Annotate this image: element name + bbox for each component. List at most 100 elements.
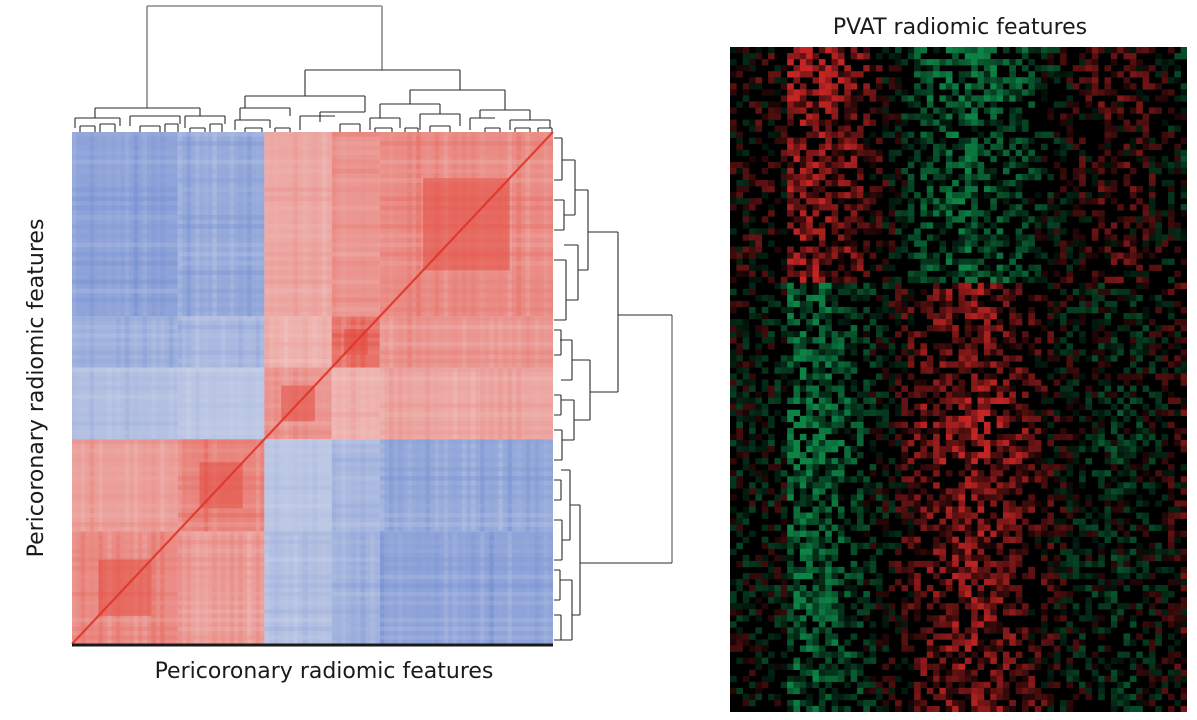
pvat-cell [996, 391, 1004, 398]
pvat-cell [1174, 572, 1181, 580]
correlation-texture-stripe [331, 476, 380, 481]
correlation-texture-stripe [507, 367, 512, 440]
pvat-cell [990, 89, 997, 96]
pvat-cell [850, 137, 858, 145]
pvat-cell [990, 397, 997, 404]
pvat-cell [1072, 609, 1080, 616]
pvat-cell [780, 264, 788, 271]
pvat-cell [1053, 657, 1061, 664]
correlation-texture-stripe [177, 178, 265, 183]
pvat-cell [1161, 325, 1169, 332]
pvat-cell [1167, 313, 1175, 320]
pvat-cell [863, 542, 870, 550]
pvat-cell [907, 681, 915, 689]
pvat-cell [793, 585, 801, 592]
pvat-cell [1041, 506, 1048, 513]
pvat-cell [983, 167, 991, 175]
pvat-cell [1110, 89, 1118, 96]
pvat-cell [1104, 439, 1112, 447]
pvat-cell [856, 415, 864, 423]
pvat-cell [812, 391, 820, 398]
pvat-cell [1161, 240, 1169, 247]
pvat-cell [1142, 228, 1150, 235]
pvat-cell [933, 294, 940, 302]
pvat-cell [895, 294, 902, 302]
pvat-cell [742, 325, 750, 332]
pvat-cell [1060, 186, 1067, 193]
pvat-cell [990, 65, 997, 72]
pvat-cell [1021, 331, 1029, 338]
pvat-cell [761, 482, 769, 489]
pvat-cell [914, 615, 921, 622]
pvat-cell [1123, 149, 1131, 157]
pvat-cell [1129, 107, 1137, 114]
pvat-cell [799, 482, 807, 489]
pvat-cell [952, 633, 959, 640]
pvat-cell [920, 681, 928, 689]
pvat-cell [742, 675, 750, 683]
pvat-cell [914, 113, 921, 120]
pvat-cell [914, 403, 921, 411]
pvat-cell [1085, 77, 1093, 84]
pvat-cell [1117, 506, 1124, 513]
pvat-cell [895, 464, 902, 471]
correlation-texture-stripe [186, 132, 191, 317]
pvat-cell [850, 343, 858, 350]
pvat-cell [933, 421, 940, 429]
pvat-cell [933, 458, 940, 465]
pvat-cell [958, 71, 966, 78]
pvat-cell [1053, 240, 1061, 247]
pvat-cell [793, 530, 801, 537]
pvat-cell [749, 270, 756, 278]
pvat-cell [945, 427, 953, 435]
pvat-cell [1085, 494, 1093, 501]
correlation-block [177, 316, 265, 368]
pvat-cell [920, 222, 928, 229]
pvat-cell [964, 554, 972, 562]
pvat-cell [850, 192, 858, 199]
pvat-cell [736, 446, 743, 453]
pvat-cell [799, 421, 807, 429]
pvat-cell [990, 131, 997, 138]
pvat-cell [774, 65, 782, 72]
pvat-cell [768, 53, 775, 60]
correlation-texture-stripe [379, 548, 553, 554]
pvat-cell [1021, 415, 1029, 423]
correlation-texture-stripe [331, 448, 380, 454]
pvat-cell [952, 161, 959, 169]
pvat-cell [875, 645, 883, 652]
pvat-cell [806, 560, 813, 568]
pvat-cell [768, 319, 775, 326]
pvat-cell [825, 512, 832, 519]
correlation-texture-stripe [470, 531, 476, 644]
pvat-cell [1123, 403, 1131, 411]
pvat-cell [1110, 566, 1118, 574]
pvat-cell [742, 554, 750, 562]
correlation-texture-stripe [116, 367, 121, 440]
pvat-cell [996, 228, 1004, 235]
pvat-cell [901, 313, 909, 320]
pvat-cell [1079, 633, 1086, 640]
pvat-cell [939, 633, 947, 640]
pvat-cell [990, 47, 997, 54]
pvat-cell [914, 95, 921, 102]
pvat-cell [1098, 325, 1105, 332]
pvat-cell [761, 603, 769, 610]
pvat-cell [920, 421, 928, 429]
pvat-cell [1015, 597, 1023, 604]
pvat-cell [939, 149, 947, 157]
pvat-cell [895, 192, 902, 199]
pvat-cell [736, 482, 743, 489]
pvat-cell [990, 282, 997, 290]
pvat-cell [1161, 131, 1169, 138]
correlation-texture-stripe [312, 316, 318, 368]
pvat-cell [958, 216, 966, 223]
pvat-cell [1053, 258, 1061, 265]
pvat-cell [1015, 669, 1023, 677]
pvat-cell [761, 681, 769, 689]
pvat-cell [825, 518, 832, 525]
pvat-cell [818, 167, 826, 175]
pvat-cell [749, 500, 756, 507]
pvat-cell [856, 651, 864, 658]
pvat-cell [818, 433, 826, 441]
